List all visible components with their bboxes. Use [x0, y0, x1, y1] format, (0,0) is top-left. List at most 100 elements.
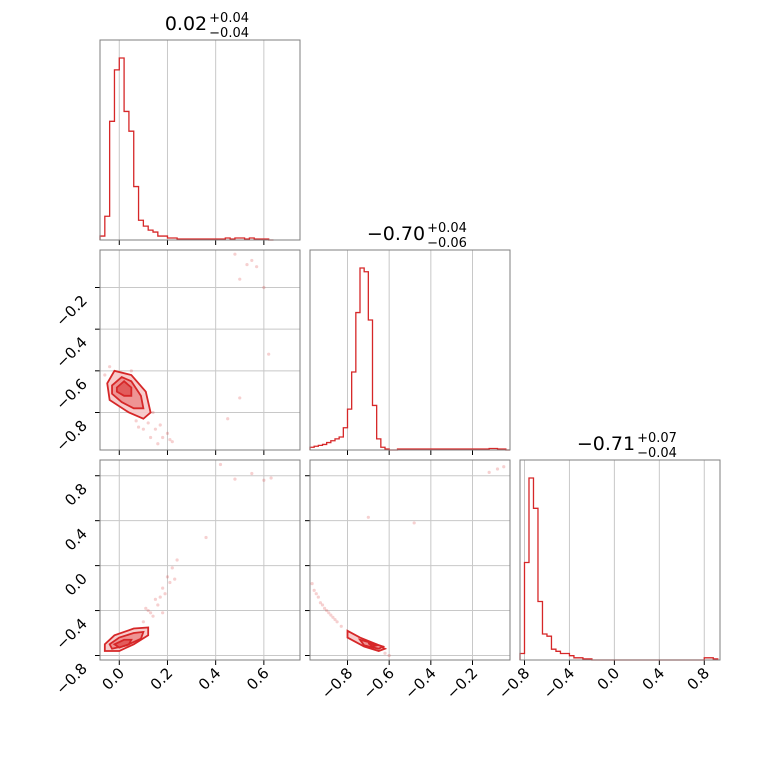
density-contour	[106, 369, 152, 420]
scatter-point	[153, 597, 158, 601]
scatter-point	[161, 611, 165, 615]
scatter-point	[226, 417, 230, 421]
panel-frame	[309, 459, 511, 661]
panel-title-plus: +0.07	[637, 431, 677, 446]
panel-title-value: 0.02	[165, 13, 207, 35]
scatter-point	[151, 410, 155, 415]
density-fill	[114, 639, 132, 648]
scatter-point	[238, 396, 242, 400]
scatter-point	[312, 588, 316, 592]
scatter-point	[149, 435, 153, 440]
scatter-point	[136, 425, 141, 429]
scatter-point	[255, 265, 259, 269]
scatter-point	[262, 478, 266, 482]
x-tick-label: −0.4	[401, 664, 439, 702]
panel-frame	[309, 249, 511, 451]
scatter-point	[366, 515, 370, 519]
scatter-point	[383, 651, 387, 655]
scatter-point	[170, 440, 174, 444]
scatter-point	[165, 575, 170, 579]
y-tick-label: 0.0	[61, 570, 91, 600]
scatter-point	[168, 437, 172, 442]
scatter-point	[163, 592, 167, 596]
histogram-step	[309, 267, 510, 451]
panel-row3-col2: −0.8 −0.6 −0.4 −0.2	[305, 459, 511, 703]
scatter-point	[129, 369, 133, 373]
scatter-point	[156, 442, 160, 446]
scatter-point	[320, 603, 325, 607]
y-tick-label: 0.8	[61, 480, 91, 510]
scatter-point	[173, 577, 177, 581]
scatter-point	[487, 470, 491, 474]
scatter-point	[175, 558, 179, 562]
panel-title-plus: +0.04	[209, 11, 249, 26]
scatter-point	[412, 521, 416, 525]
scatter-point	[331, 615, 335, 619]
scatter-point	[233, 252, 237, 256]
panel-frame	[99, 249, 301, 451]
scatter-point	[218, 462, 223, 467]
scatter-point	[325, 608, 329, 613]
scatter-point	[333, 617, 337, 622]
scatter-point	[495, 467, 500, 471]
y-tick-label: −0.2	[52, 292, 90, 330]
scatter-point	[158, 595, 162, 599]
panel-title-minus: −0.06	[427, 236, 467, 251]
scatter-point	[329, 613, 333, 617]
scatter-point	[151, 614, 155, 618]
scatter-point	[153, 427, 158, 431]
scatter-area	[103, 252, 271, 446]
panel-title-minus: −0.04	[209, 26, 249, 41]
density-contour	[103, 626, 150, 652]
panel-frame	[99, 459, 301, 661]
scatter-point	[168, 580, 172, 585]
x-tick-label: 0.4	[195, 664, 225, 694]
scatter-point	[327, 611, 331, 615]
scatter-area	[310, 465, 506, 658]
scatter-point	[316, 595, 320, 599]
x-tick-label: −0.6	[360, 664, 398, 702]
scatter-point	[103, 373, 107, 377]
scatter-area	[103, 462, 273, 652]
scatter-point	[339, 624, 343, 628]
density-contour	[112, 638, 133, 649]
y-tick-label: −0.8	[52, 660, 90, 698]
panel-row1-col1: 0.02 +0.04−0.04	[99, 11, 301, 245]
y-tick-label: −0.6	[52, 375, 90, 413]
scatter-point	[141, 620, 145, 624]
scatter-point	[161, 435, 165, 440]
density-contour	[111, 376, 145, 410]
x-tick-label: 0.4	[639, 664, 669, 694]
scatter-point	[165, 431, 170, 435]
panel-row2-col1: −0.8 −0.6 −0.4−0.2	[52, 249, 301, 455]
scatter-point	[250, 258, 254, 263]
scatter-point	[144, 606, 148, 610]
x-tick-label: 0.6	[243, 664, 273, 694]
scatter-point	[108, 365, 112, 369]
density-contour	[115, 380, 133, 397]
scatter-point	[245, 262, 249, 267]
density-contour	[357, 638, 386, 650]
scatter-point	[314, 592, 318, 596]
scatter-point	[250, 471, 254, 476]
scatter-point	[310, 581, 314, 586]
x-tick-label: 0.0	[594, 664, 624, 694]
density-contour	[108, 630, 145, 650]
panel-row3-col3: −0.8 −0.4 0.0 0.4 0.8 −0.71 +0.07−0.04	[495, 431, 721, 703]
histogram-step	[99, 57, 274, 241]
scatter-point	[141, 427, 145, 431]
panel-frame	[99, 39, 301, 241]
scatter-point	[502, 465, 506, 469]
scatter-point	[387, 653, 391, 658]
y-tick-label: −0.4	[52, 333, 90, 371]
scatter-point	[158, 423, 162, 427]
scatter-point	[238, 277, 242, 281]
x-tick-label: −0.4	[540, 664, 578, 702]
scatter-point	[322, 606, 327, 610]
scatter-point	[269, 476, 273, 480]
x-tick-label: −0.8	[495, 664, 533, 702]
scatter-point	[146, 608, 150, 613]
histogram-step	[519, 477, 719, 661]
panel-title-minus: −0.04	[637, 446, 677, 461]
scatter-point	[170, 566, 174, 570]
